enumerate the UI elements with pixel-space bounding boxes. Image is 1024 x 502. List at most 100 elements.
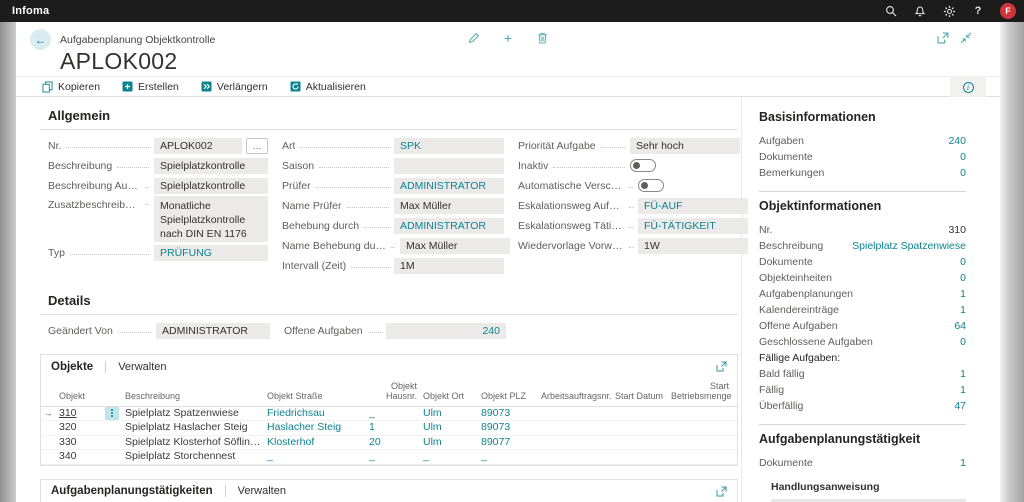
cell-objekt[interactable]: 340 bbox=[59, 450, 77, 463]
objects-verwalten-menu[interactable]: Verwalten bbox=[118, 360, 167, 373]
column-header-objekt-straße[interactable]: Objekt Straße bbox=[267, 391, 323, 402]
fact-value-beschreibung[interactable]: Spielplatz Spatzenwiese bbox=[852, 240, 966, 252]
field-value-name-behebung-durch[interactable]: Max Müller bbox=[400, 237, 510, 254]
notifications-bell-icon[interactable] bbox=[913, 4, 927, 18]
column-header-objekt-plz[interactable]: Objekt PLZ bbox=[481, 391, 527, 402]
cell-objekt-plz[interactable]: _ bbox=[481, 450, 487, 463]
cell-arbeitsauftragsnr[interactable] bbox=[539, 407, 613, 421]
cell-arbeitsauftragsnr[interactable] bbox=[539, 450, 613, 464]
fact-value-objekteinheiten[interactable]: 0 bbox=[960, 272, 966, 284]
cell-arbeitsauftragsnr[interactable] bbox=[539, 421, 613, 435]
cell-objekt-hausnr[interactable]: 1 bbox=[369, 421, 375, 434]
handlungsanweisung-input[interactable] bbox=[771, 499, 966, 502]
field-value-typ[interactable]: PRÜFUNG bbox=[154, 244, 268, 261]
cell-objekt-hausnr[interactable]: _ bbox=[369, 450, 375, 463]
field-value-intervall-zeit[interactable]: 1M bbox=[394, 257, 504, 274]
column-header-beschreibung[interactable]: Beschreibung bbox=[125, 391, 181, 402]
cell-start-datum[interactable] bbox=[613, 450, 669, 464]
cell-objekt-straße[interactable]: Friedrichsau bbox=[267, 406, 325, 419]
cell-objekt-hausnr[interactable]: 20 bbox=[369, 435, 381, 448]
column-header-objekt[interactable]: Objekt bbox=[59, 391, 86, 402]
fact-value-dokumente[interactable]: 0 bbox=[960, 151, 966, 163]
toolbar-extend-button[interactable]: Verlängern bbox=[201, 81, 268, 93]
fact-value-überfällig[interactable]: 47 bbox=[954, 400, 966, 412]
field-value-offene-aufgaben[interactable]: 240 bbox=[386, 322, 506, 339]
vertical-scrollbar[interactable] bbox=[1000, 22, 1024, 502]
toolbar-copy-button[interactable]: Kopieren bbox=[42, 81, 100, 93]
fact-value-aufgabenplanungen[interactable]: 1 bbox=[960, 288, 966, 300]
collapse-view-icon[interactable] bbox=[959, 31, 972, 44]
cell-objekt-straße[interactable]: _ bbox=[267, 450, 273, 463]
cell-start-datum[interactable] bbox=[613, 421, 669, 435]
fact-value-aufgaben[interactable]: 240 bbox=[948, 135, 966, 147]
cell-beschreibung[interactable]: Spielplatz Klosterhof Söflingen bbox=[125, 435, 265, 448]
cell-objekt-ort[interactable]: Ulm bbox=[423, 435, 442, 448]
cell-beschreibung[interactable]: Spielplatz Spatzenwiese bbox=[125, 406, 239, 419]
cell-arbeitsauftragsnr[interactable] bbox=[539, 436, 613, 450]
column-header-start-betriebsmenge[interactable]: Start Betriebsmenge bbox=[671, 381, 732, 402]
cell-objekt-plz[interactable]: 89073 bbox=[481, 421, 511, 434]
column-header-start-datum[interactable]: Start Datum bbox=[615, 391, 664, 402]
back-button[interactable]: ← bbox=[30, 29, 51, 50]
cell-objekt-plz[interactable]: 89077 bbox=[481, 435, 511, 448]
cell-start-datum[interactable] bbox=[613, 436, 669, 450]
breadcrumb[interactable]: Aufgabenplanung Objektkontrolle bbox=[60, 34, 216, 46]
settings-gear-icon[interactable] bbox=[942, 4, 956, 18]
cell-beschreibung[interactable]: Spielplatz Haslacher Steig bbox=[125, 421, 248, 434]
field-value-wiedervorlage-vorwarnzeit[interactable]: 1W bbox=[638, 237, 748, 254]
search-icon[interactable] bbox=[884, 4, 898, 18]
fact-value-fällig[interactable]: 1 bbox=[960, 384, 966, 396]
fasttab-details[interactable]: Details bbox=[40, 288, 738, 315]
edit-pencil-icon[interactable] bbox=[467, 31, 481, 45]
field-value-eskalationsweg-aufgabe[interactable]: FÜ-AUF bbox=[638, 197, 748, 214]
help-icon[interactable]: ? bbox=[974, 5, 982, 17]
fact-value-kalendereinträge[interactable]: 1 bbox=[960, 304, 966, 316]
cell-objekt-plz[interactable]: 89073 bbox=[481, 406, 511, 419]
fact-value-dokumente[interactable]: 1 bbox=[960, 457, 966, 469]
cell-start-betriebsmenge[interactable] bbox=[669, 421, 733, 435]
fact-value-bemerkungen[interactable]: 0 bbox=[960, 167, 966, 179]
fact-value-offene-aufgaben[interactable]: 64 bbox=[954, 320, 966, 332]
field-value-geändert-von[interactable]: ADMINISTRATOR bbox=[156, 322, 270, 339]
row-ellipsis-menu-icon[interactable] bbox=[105, 406, 119, 420]
activities-popout-icon[interactable] bbox=[716, 486, 727, 497]
fact-value-bald-fällig[interactable]: 1 bbox=[960, 368, 966, 380]
field-value-eskalationsweg-tätigkeiten[interactable]: FÜ-TÄTIGKEIT bbox=[638, 217, 748, 234]
field-value-priorität-aufgabe[interactable]: Sehr hoch bbox=[630, 137, 740, 154]
cell-objekt-ort[interactable]: _ bbox=[423, 450, 429, 463]
cell-start-betriebsmenge[interactable] bbox=[669, 407, 733, 421]
column-header-arbeitsauftragsnr[interactable]: Arbeitsauftragsnr. bbox=[541, 391, 612, 402]
cell-objekt-ort[interactable]: Ulm bbox=[423, 406, 442, 419]
add-plus-icon[interactable]: + bbox=[503, 30, 513, 46]
cell-start-betriebsmenge[interactable] bbox=[669, 436, 733, 450]
cell-objekt[interactable]: 320 bbox=[59, 421, 77, 434]
table-row[interactable]: 340 Spielplatz Storchennest _ _ _ _ bbox=[41, 450, 737, 465]
user-avatar[interactable]: F bbox=[1000, 3, 1016, 19]
cell-objekt[interactable]: 330 bbox=[59, 435, 77, 448]
cell-start-datum[interactable] bbox=[613, 407, 669, 421]
field-value-nr[interactable]: APLOK002 bbox=[154, 137, 242, 154]
delete-trash-icon[interactable] bbox=[535, 31, 549, 45]
field-value-zusatzbeschreibung-aufg[interactable]: Monatliche Spielplatzkontrolle nach DIN … bbox=[154, 196, 268, 242]
cell-objekt-ort[interactable]: Ulm bbox=[423, 421, 442, 434]
cell-objekt-straße[interactable]: Haslacher Steig bbox=[267, 421, 342, 434]
field-value-beschreibung-aufgabe[interactable]: Spielplatzkontrolle bbox=[154, 177, 268, 194]
activities-verwalten-menu[interactable]: Verwalten bbox=[237, 485, 286, 498]
fact-value-dokumente[interactable]: 0 bbox=[960, 256, 966, 268]
field-value-saison[interactable] bbox=[394, 157, 504, 174]
objects-popout-icon[interactable] bbox=[716, 361, 727, 372]
field-value-art[interactable]: SPK bbox=[394, 137, 504, 154]
toolbar-create-button[interactable]: Erstellen bbox=[122, 81, 179, 93]
open-in-new-window-icon[interactable] bbox=[936, 31, 949, 44]
table-row[interactable]: → 310 Spielplatz Spatzenwiese Friedrichsau _… bbox=[41, 406, 737, 422]
column-header-objekt-hausnr[interactable]: Objekt Hausnr. bbox=[385, 381, 417, 402]
fasttab-allgemein[interactable]: Allgemein bbox=[40, 103, 738, 130]
field-value-prüfer[interactable]: ADMINISTRATOR bbox=[394, 177, 504, 194]
field-value-beschreibung[interactable]: Spielplatzkontrolle bbox=[154, 157, 268, 174]
column-header-objekt-ort[interactable]: Objekt Ort bbox=[423, 391, 465, 402]
toolbar-refresh-button[interactable]: Aktualisieren bbox=[290, 81, 366, 93]
cell-objekt-hausnr[interactable]: _ bbox=[369, 406, 375, 419]
field-value-name-prüfer[interactable]: Max Müller bbox=[394, 197, 504, 214]
page-info-button[interactable]: i bbox=[950, 77, 986, 97]
lookup-button[interactable]: … bbox=[246, 137, 268, 154]
